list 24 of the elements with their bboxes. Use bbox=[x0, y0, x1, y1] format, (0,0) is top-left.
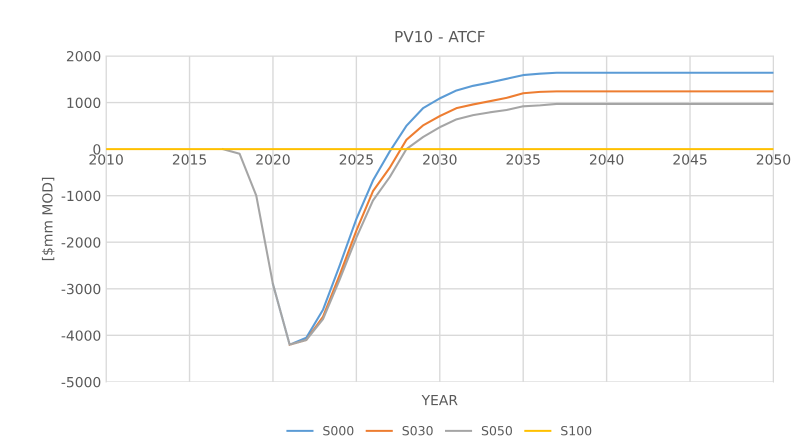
y-tick-label: 0 bbox=[93, 144, 100, 155]
y-tick-label: -4000 bbox=[62, 330, 100, 341]
x-tick-label: 2020 bbox=[256, 154, 290, 165]
y-tick-label: 2000 bbox=[66, 50, 100, 62]
x-tick-label: 2015 bbox=[172, 154, 206, 165]
chart-title: PV10 - ATCF bbox=[396, 30, 485, 42]
x-tick-label: 2030 bbox=[423, 154, 457, 165]
y-tick-label: 1000 bbox=[67, 98, 100, 108]
x-tick-label: 2025 bbox=[340, 154, 373, 165]
x-tick-label: 2040 bbox=[590, 154, 624, 165]
legend-label: S050 bbox=[482, 426, 512, 436]
x-tick-label: 2010 bbox=[89, 154, 123, 165]
y-tick-label: -5000 bbox=[62, 376, 100, 388]
y-tick-label: -2000 bbox=[62, 237, 100, 248]
legend-label: S030 bbox=[402, 426, 433, 436]
x-tick-label: 2050 bbox=[756, 154, 790, 165]
y-tick-label: -1000 bbox=[62, 190, 100, 202]
legend-label: S100 bbox=[561, 426, 592, 436]
x-tick-label: 2035 bbox=[506, 154, 540, 165]
x-axis-title: YEAR bbox=[422, 395, 458, 406]
legend-label: S000 bbox=[323, 426, 354, 436]
y-tick-label: -3000 bbox=[62, 284, 100, 294]
x-tick-label: 2045 bbox=[673, 154, 706, 165]
y-axis-title: [$mm MOD] bbox=[42, 178, 55, 260]
